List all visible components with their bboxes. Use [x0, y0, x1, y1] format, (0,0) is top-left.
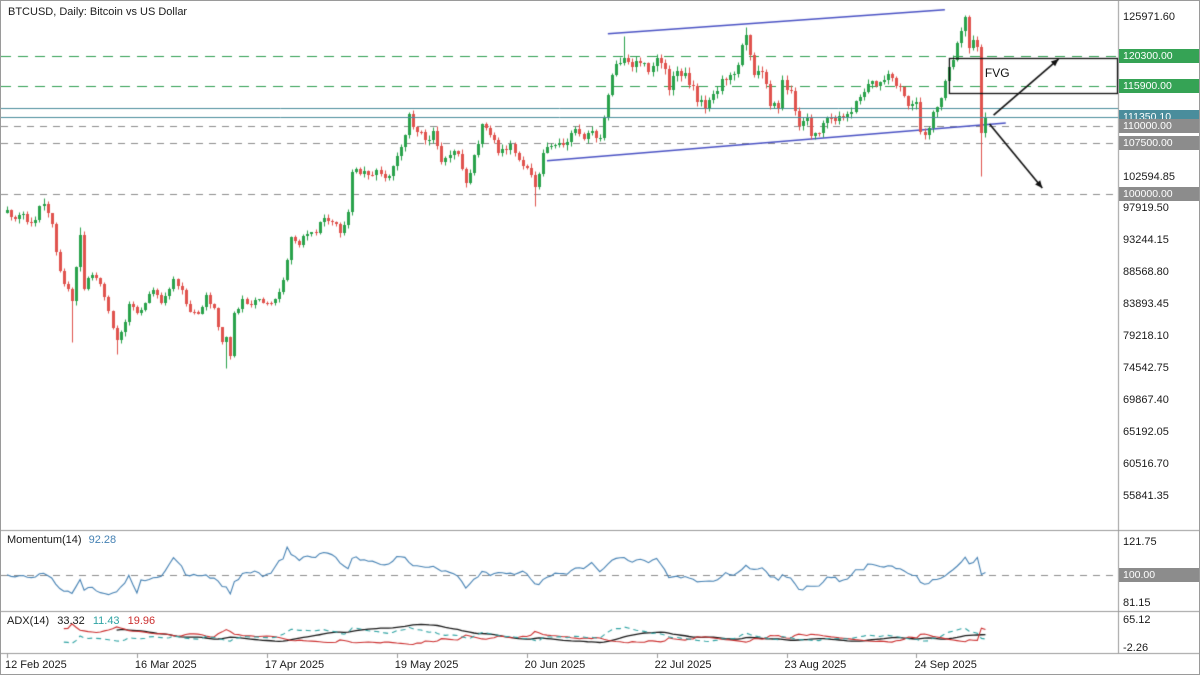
date-label: 20 Jun 2025 [524, 659, 586, 671]
date-label: 19 May 2025 [394, 659, 459, 671]
momentum-axis-tick: 81.15 [1123, 597, 1151, 609]
adx-indicator-label: ADX(14) 33.32 11.43 19.96 [7, 615, 155, 627]
price-axis-tick: 74542.75 [1123, 361, 1169, 374]
price-axis-tick: 88568.80 [1123, 266, 1169, 279]
price-axis-tick: 102594.85 [1123, 170, 1175, 183]
date-label: 16 Mar 2025 [134, 659, 197, 671]
adx-axis-tick: -2.26 [1123, 642, 1149, 654]
price-level-badge: 107500.00 [1119, 136, 1199, 151]
price-axis-tick: 79218.10 [1123, 330, 1169, 342]
fvg-annotation-label: FVG [984, 65, 1010, 80]
price-level-badge: 120300.00 [1119, 48, 1199, 63]
adx-plus-di-value: 11.43 [92, 615, 120, 627]
date-label: 23 Aug 2025 [784, 659, 847, 671]
price-axis-tick: 93244.15 [1123, 234, 1169, 247]
date-label: 17 Apr 2025 [264, 659, 325, 671]
momentum-level-badge: 100.00 [1119, 567, 1199, 582]
momentum-indicator-label: Momentum(14) 92.28 [7, 534, 116, 546]
price-axis-tick: 97919.50 [1123, 202, 1169, 215]
price-axis-tick: 125971.60 [1123, 11, 1175, 23]
adx-axis-tick: 65.12 [1123, 614, 1151, 626]
adx-name: ADX(14) [7, 615, 50, 627]
price-axis-tick: 55841.35 [1123, 489, 1169, 502]
price-axis-tick: 83893.45 [1123, 298, 1169, 311]
momentum-name: Momentum(14) [7, 534, 82, 546]
adx-main-value: 33.32 [57, 615, 85, 627]
momentum-axis-tick: 121.75 [1123, 536, 1157, 548]
price-level-badge: 100000.00 [1119, 187, 1199, 202]
price-axis-tick: 69867.40 [1123, 393, 1169, 406]
price-axis-tick: 60516.70 [1123, 457, 1169, 470]
momentum-value: 92.28 [88, 534, 117, 546]
chart-title: BTCUSD, Daily: Bitcoin vs US Dollar [8, 6, 188, 18]
price-level-badge: 115900.00 [1119, 78, 1199, 93]
date-label: 22 Jul 2025 [654, 659, 712, 671]
adx-minus-di-value: 19.96 [127, 615, 156, 627]
date-label: 24 Sep 2025 [914, 659, 977, 671]
date-label: 12 Feb 2025 [5, 659, 67, 671]
price-axis-tick: 65192.05 [1123, 425, 1169, 438]
price-level-badge: 110000.00 [1119, 118, 1199, 133]
